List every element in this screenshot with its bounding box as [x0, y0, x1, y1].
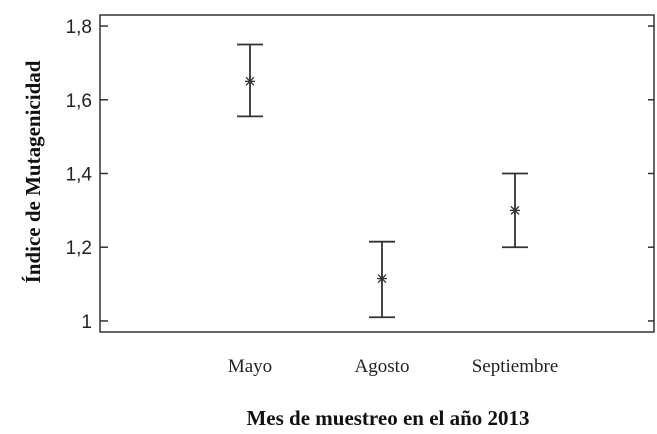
error-bar-septiembre: [502, 172, 528, 249]
y-tick-label: 1: [81, 312, 92, 333]
y-tick-label: 1,8: [66, 17, 92, 38]
error-bars: [237, 43, 528, 319]
mean-marker: [245, 76, 255, 87]
y-axis-title: Índice de Mutagenicidad: [21, 60, 45, 283]
y-tick-label: 1,2: [66, 238, 92, 259]
plot-frame: [99, 14, 655, 333]
y-axis: 1 1,2 1,4 1,6 1,8: [66, 17, 654, 333]
x-tick-label: Mayo: [228, 356, 272, 377]
x-tick-label: Septiembre: [472, 356, 559, 377]
x-axis-title: Mes de muestreo en el año 2013: [246, 406, 529, 430]
y-tick-label: 1,4: [66, 165, 93, 186]
mean-marker: [377, 273, 387, 284]
error-bar-agosto: [369, 240, 395, 319]
x-axis: Mayo Agosto Septiembre: [228, 356, 558, 377]
y-tick-label: 1,6: [66, 91, 92, 112]
x-tick-label: Agosto: [355, 356, 410, 377]
mean-marker: [510, 205, 520, 216]
error-bar-mayo: [237, 43, 263, 118]
